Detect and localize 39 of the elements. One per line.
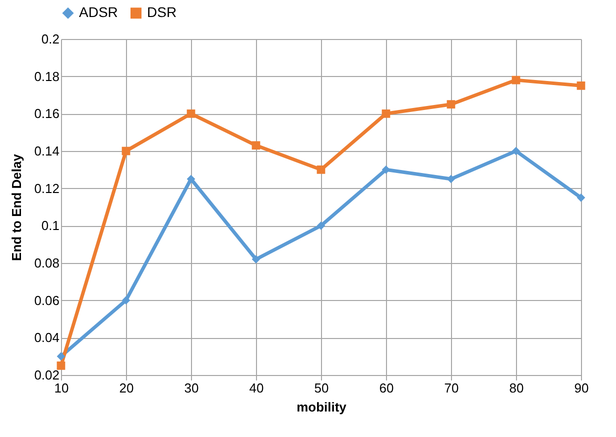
- point: [316, 221, 326, 230]
- x-tick-label: 30: [184, 380, 199, 396]
- point: [186, 109, 196, 118]
- point: [316, 165, 326, 174]
- y-tick-label: 0.08: [34, 256, 60, 270]
- x-tick-label: 10: [54, 380, 69, 396]
- y-tick-label: 0.2: [41, 32, 60, 46]
- point: [512, 146, 520, 156]
- point: [56, 352, 66, 361]
- y-tick-label: 0.16: [34, 106, 60, 122]
- point: [252, 255, 260, 264]
- y-tick-label: 0.06: [34, 292, 60, 308]
- x-tick-label: 70: [444, 380, 459, 396]
- y-tick-label: 0.02: [34, 368, 60, 382]
- point: [56, 361, 66, 370]
- point: [122, 146, 130, 156]
- point: [446, 100, 456, 109]
- x-tick-label: 80: [509, 380, 524, 396]
- point: [186, 174, 196, 184]
- point: [576, 81, 586, 90]
- point: [512, 76, 520, 84]
- x-tick-label: 50: [314, 380, 329, 396]
- y-axis-title: End to End Delay: [9, 153, 24, 261]
- y-tick-label: 0.12: [34, 180, 60, 196]
- y-tick-label: 0.14: [34, 144, 60, 158]
- y-tick-label: 0.1: [41, 218, 60, 234]
- point: [382, 109, 390, 118]
- x-tick-label: 90: [574, 380, 589, 396]
- point: [122, 296, 130, 305]
- x-axis-title: mobility: [296, 400, 348, 414]
- point: [252, 141, 260, 150]
- y-tick-label: 0.04: [34, 330, 60, 346]
- point: [576, 193, 586, 202]
- legend-label: ADSR: [79, 4, 118, 20]
- legend-label: DSR: [147, 4, 177, 20]
- x-tick-label: 20: [119, 380, 134, 396]
- x-tick-label: 60: [379, 380, 394, 396]
- y-tick-label: 0.18: [34, 68, 60, 84]
- x-tick-label: 40: [249, 380, 264, 396]
